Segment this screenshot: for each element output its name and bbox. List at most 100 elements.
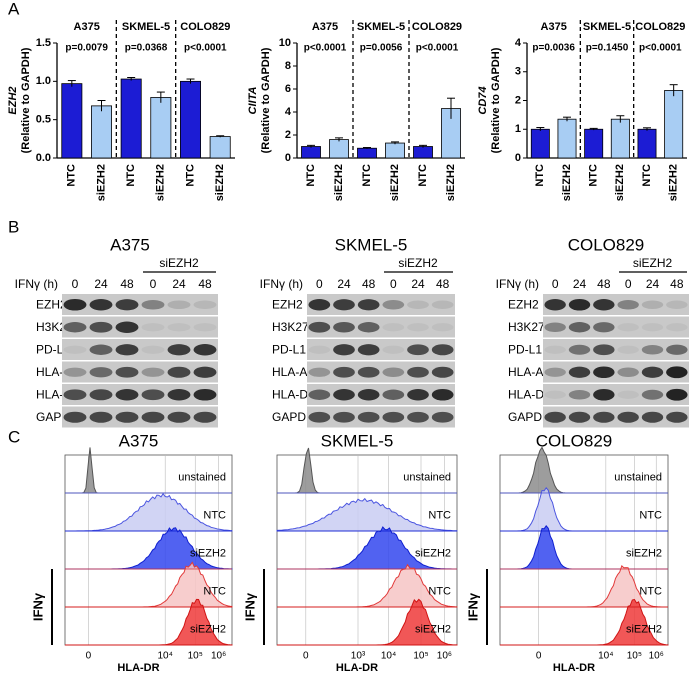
blot-band (641, 366, 664, 378)
group-label: SKMEL-5 (583, 21, 631, 33)
bar (413, 146, 433, 159)
blot-band (544, 345, 566, 354)
group-label: A375 (312, 21, 338, 33)
blot-band (666, 366, 688, 379)
bar (584, 128, 604, 159)
y-axis-label: (Relative to GAPDH) (20, 47, 32, 153)
row-label: NTC (639, 586, 662, 598)
blot-band (357, 389, 380, 401)
group-label: COLO829 (412, 21, 462, 33)
blot-band (641, 389, 664, 400)
blot-band (617, 390, 639, 399)
blot-band (617, 299, 639, 310)
blot-band (407, 411, 429, 423)
x-tick-label: siEZH2 (214, 164, 226, 201)
x-tick-label: 10⁵ (413, 651, 428, 662)
row-label: siEZH2 (190, 624, 226, 636)
x-tick-label: NTC (184, 164, 196, 187)
bar (120, 78, 142, 159)
x-tick-label: siEZH2 (561, 164, 573, 201)
knockdown-label: siEZH2 (398, 256, 438, 270)
x-tick-label: siEZH2 (445, 164, 457, 201)
blot-band (407, 389, 429, 401)
x-tick-label: 10⁵ (188, 651, 203, 662)
x-tick-label: 10⁶ (649, 651, 664, 662)
blot-band (407, 323, 429, 332)
blot-band (407, 366, 429, 378)
bar (329, 139, 349, 159)
blot-band (431, 411, 454, 423)
bar (61, 83, 83, 159)
y-tick-label: 8 (285, 60, 291, 72)
blot-band (357, 366, 380, 378)
row-label: siEZH2 (626, 624, 662, 636)
group-label: A375 (541, 21, 567, 33)
blot-band (308, 345, 331, 354)
flow-panel: unstained NTC siEZH2 NTC siEZH2 (64, 447, 233, 646)
blot-band (544, 322, 566, 333)
group-label: COLO829 (635, 21, 685, 33)
blot-band (141, 389, 165, 401)
blot-band (568, 411, 591, 423)
blot-band (544, 299, 566, 311)
blot-band (115, 299, 139, 311)
y-axis-gene: CD74 (477, 86, 489, 114)
flow-title: COLO829 (536, 431, 613, 450)
blot-band (617, 323, 639, 332)
panel-label: C (8, 427, 20, 446)
blot-band (568, 298, 591, 311)
blot-band (193, 388, 217, 401)
blot-band (115, 366, 139, 378)
blot-band (617, 411, 639, 423)
bar (180, 80, 201, 159)
x-axis-label: HLA-DR (336, 662, 378, 674)
bar (209, 136, 231, 159)
timepoint: 48 (362, 277, 376, 291)
blot-band (115, 321, 139, 333)
blot-band (141, 345, 165, 354)
blot-band (382, 323, 405, 332)
panel-label: B (8, 217, 19, 236)
blot-row-label: EZH2 (36, 297, 67, 311)
row-label: siEZH2 (626, 548, 662, 560)
x-tick-label: NTC (534, 164, 546, 187)
blot-band (63, 322, 87, 333)
timepoint: 24 (172, 277, 186, 291)
x-tick-label: 10⁴ (598, 651, 613, 662)
y-tick-label: 0.5 (36, 114, 51, 126)
ifn-label: IFNγ (242, 592, 257, 621)
group-label: SKMEL-5 (122, 21, 170, 33)
blot-band (568, 344, 591, 355)
histogram (65, 598, 233, 646)
flow-panel: unstained NTC siEZH2 NTC siEZH2 (276, 447, 458, 646)
group-label: A375 (74, 21, 100, 33)
histogram (500, 598, 669, 646)
blot-band (593, 411, 615, 423)
x-tick-label: NTC (125, 164, 137, 187)
bar (357, 147, 377, 159)
p-value: p=0.0079 (65, 43, 108, 54)
x-tick-label: 10⁵ (627, 651, 642, 662)
blot-row-label: GAPDH (272, 410, 315, 424)
blot-band (593, 388, 615, 401)
blot-band (193, 323, 217, 332)
bar (385, 142, 405, 159)
treatment-label: IFNγ (h) (260, 277, 303, 291)
blot-band (141, 323, 165, 332)
x-tick-label: NTC (641, 164, 653, 187)
blot-band (641, 323, 664, 332)
blot-band (357, 411, 380, 423)
x-axis-label: HLA-DR (117, 662, 159, 674)
blot-band (193, 344, 217, 356)
blot-band (641, 300, 664, 310)
blot-title: COLO829 (568, 235, 645, 254)
blot-band (407, 344, 429, 356)
blot-band (382, 367, 405, 377)
timepoint: 24 (337, 277, 351, 291)
blot-band (141, 367, 165, 377)
blot-band (89, 344, 113, 355)
x-tick-label: siEZH2 (333, 164, 345, 201)
bar (530, 128, 550, 159)
blot-band (193, 366, 217, 378)
y-tick-label: 1 (515, 123, 521, 135)
